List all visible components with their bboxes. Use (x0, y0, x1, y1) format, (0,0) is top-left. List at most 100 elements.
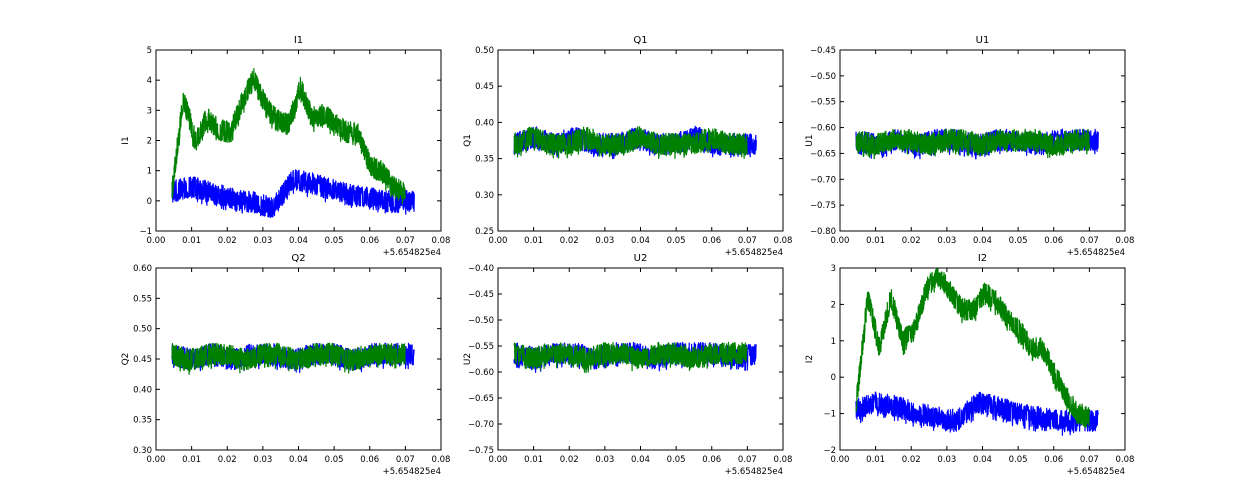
x-tick-label: 0.08 (774, 455, 793, 465)
x-tick-label: 0.02 (902, 236, 921, 246)
y-tick-label: 2 (147, 137, 152, 147)
y-axis-label: I1 (121, 136, 131, 144)
y-axis-label: U2 (463, 353, 473, 365)
series-group (855, 128, 1099, 160)
y-tick-label: 4 (147, 76, 152, 86)
x-tick-label: 0.05 (325, 236, 344, 246)
x-tick-label: 0.04 (973, 455, 992, 465)
x-tick-label: 0.07 (1080, 455, 1099, 465)
x-tick-label: 0.03 (595, 236, 614, 246)
y-tick-label: 0.40 (475, 118, 494, 128)
x-tick-label: 0.07 (396, 455, 415, 465)
y-tick-label: −0.60 (810, 124, 836, 134)
series-group (171, 68, 415, 219)
subplot-Q1: 0.00 0.01 0.02 0.03 0.04 0.05 0.06 0.07 0.08 0.25… (463, 35, 792, 258)
x-tick-label: 0.03 (253, 236, 272, 246)
subplot-I2: 0.00 0.01 0.02 0.03 0.04 0.05 0.06 0.07 0.08 −2 −1… (805, 253, 1134, 477)
y-tick-label: −0.55 (810, 98, 836, 108)
y-tick-label: 0.60 (133, 264, 152, 274)
y-tick-label: −1 (139, 227, 152, 237)
x-tick-label: 0.04 (289, 236, 308, 246)
y-tick-label: 0.45 (475, 82, 494, 92)
x-tick-label: 0.00 (489, 455, 508, 465)
subplot-title: U1 (976, 35, 990, 46)
y-tick-label: −0.65 (810, 149, 836, 159)
x-tick-label: 0.02 (560, 455, 579, 465)
x-tick-label: 0.08 (1116, 236, 1135, 246)
y-tick-label: −0.45 (810, 46, 836, 56)
x-tick-label: 0.04 (631, 455, 650, 465)
y-tick-label: −0.75 (468, 446, 494, 456)
x-tick-label: 0.06 (702, 455, 721, 465)
y-tick-label: 3 (147, 106, 152, 116)
x-tick-label: 0.03 (937, 236, 956, 246)
subplot-title: Q2 (291, 253, 305, 264)
x-tick-label: 0.05 (1009, 455, 1028, 465)
x-tick-label: 0.07 (396, 236, 415, 246)
subplot-title: I2 (978, 253, 987, 264)
series-line (513, 341, 748, 374)
x-tick-label: 0.03 (253, 455, 272, 465)
series-line (513, 126, 748, 160)
y-axis-label: Q1 (463, 134, 473, 147)
x-tick-label: 0.02 (218, 236, 237, 246)
x-offset-label: +5.654825e4 (725, 467, 783, 477)
y-tick-label: 2 (831, 300, 836, 310)
series-group (171, 342, 415, 375)
y-tick-label: 0.30 (133, 446, 152, 456)
y-tick-label: 0 (147, 197, 152, 207)
x-offset-label: +5.654825e4 (725, 248, 783, 258)
x-tick-label: 0.01 (182, 236, 201, 246)
x-tick-label: 0.06 (1044, 236, 1063, 246)
x-tick-label: 0.06 (1044, 455, 1063, 465)
x-tick-label: 0.08 (432, 236, 451, 246)
subplot-I1: 0.00 0.01 0.02 0.03 0.04 0.05 0.06 0.07 0.08 −1 0 1… (121, 35, 450, 258)
y-tick-label: 0.40 (133, 385, 152, 395)
y-tick-label: −0.50 (810, 72, 836, 82)
y-tick-label: −0.65 (468, 394, 494, 404)
series-line (171, 68, 406, 205)
x-tick-label: 0.02 (218, 455, 237, 465)
x-tick-label: 0.05 (667, 236, 686, 246)
x-tick-label: 0.07 (738, 236, 757, 246)
series-group (513, 125, 757, 160)
x-tick-label: 0.03 (937, 455, 956, 465)
y-tick-label: −0.45 (468, 290, 494, 300)
subplot-title: Q1 (633, 35, 647, 46)
x-tick-label: 0.04 (973, 236, 992, 246)
y-tick-label: 0.35 (133, 416, 152, 426)
subplot-U2: 0.00 0.01 0.02 0.03 0.04 0.05 0.06 0.07 0.08 −0.7… (463, 253, 792, 477)
y-tick-label: 0 (831, 373, 836, 383)
x-tick-label: 0.04 (289, 455, 308, 465)
x-tick-label: 0.04 (631, 236, 650, 246)
y-tick-label: 0.50 (475, 46, 494, 56)
x-tick-label: 0.00 (147, 236, 166, 246)
x-tick-label: 0.08 (432, 455, 451, 465)
y-axis-label: Q2 (121, 353, 131, 366)
y-tick-label: 0.55 (133, 294, 152, 304)
series-line (855, 268, 1090, 428)
x-tick-label: 0.06 (360, 455, 379, 465)
series-line (855, 391, 1099, 436)
x-tick-label: 0.03 (595, 455, 614, 465)
x-tick-label: 0.02 (902, 455, 921, 465)
y-tick-label: 0.25 (475, 227, 494, 237)
y-tick-label: −0.60 (468, 368, 494, 378)
x-tick-label: 0.01 (182, 455, 201, 465)
x-tick-label: 0.08 (1116, 455, 1135, 465)
y-tick-label: −0.70 (468, 420, 494, 430)
x-tick-label: 0.05 (1009, 236, 1028, 246)
y-tick-label: 3 (831, 264, 836, 274)
x-tick-label: 0.05 (667, 455, 686, 465)
y-tick-label: −2 (823, 446, 836, 456)
x-tick-label: 0.01 (866, 455, 885, 465)
y-tick-label: −0.55 (468, 342, 494, 352)
x-tick-label: 0.01 (866, 236, 885, 246)
series-group (513, 341, 757, 374)
subplot-title: U2 (634, 253, 648, 264)
series-line (171, 169, 415, 219)
y-tick-label: 0.35 (475, 155, 494, 165)
x-tick-label: 0.00 (831, 455, 850, 465)
x-tick-label: 0.08 (774, 236, 793, 246)
